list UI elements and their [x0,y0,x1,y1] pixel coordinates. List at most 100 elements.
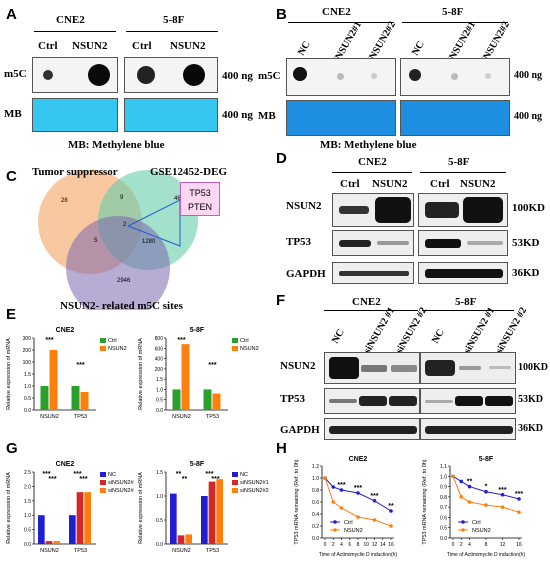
amount-label: 400 ng [222,109,253,121]
blot-dot [451,73,458,80]
group-label: CNE2 [322,6,351,18]
venn-set-label: Tumor suppressor [32,166,118,178]
bar-chart-g-cne2: CNE2 Relative expression of mRNA 0.0 0.5 1.0… [6,461,134,554]
legend-swatch [100,472,106,477]
y-tick-label: 0.5 [156,398,163,404]
row-label: TP53 [286,236,312,248]
bar [212,393,221,410]
size-label: 53KD [518,394,543,405]
amount-label: 400 ng [514,70,543,81]
x-tick-label: 0 [452,542,455,548]
lane-label: siNSUN2 #1 [362,305,398,356]
x-tick-label: 8 [485,542,488,548]
y-tick-label: 1.0 [24,384,31,390]
lane-label: Ctrl [340,178,360,190]
y-tick-label: 0.0 [312,536,319,542]
x-tick-label: 8 [357,542,360,548]
callout-box: TP53 PTEN [180,182,220,216]
data-point [459,479,464,484]
y-axis-label: Relative expression of mRNA [138,338,144,410]
data-point [500,505,505,509]
caption: MB: Methylene blue [320,139,417,151]
y-tick-label: 0.5 [24,528,31,534]
bar [185,534,192,544]
significance-mark: *** [45,337,53,344]
blot-dot [371,73,377,79]
mb-strip [286,100,396,136]
lane-label: Ctrl [132,40,152,52]
data-point [372,499,377,503]
venn-count: 2946 [117,278,131,284]
y-tick-label: 600 [155,346,164,352]
bar [40,386,49,410]
chart-title: 5-8F [479,456,494,463]
chart-title: 5-8F [190,461,205,468]
venn-set-m5c [66,216,170,310]
panel-label-a: A [6,6,17,23]
y-tick-label: 0.7 [440,505,447,511]
lane-label: NSUN2 [170,40,206,52]
line-chart-h-58f: 5-8F TP53 mRNA remaining (Ref. to 0h) Time… [422,456,525,558]
y-axis-label: TP53 mRNA remaining (Ref. to 0h) [422,459,428,544]
y-tick-label: 0.0 [440,536,447,542]
significance-mark: *** [42,471,50,478]
size-label: 53KD [512,237,540,249]
x-tick-label: 6 [348,542,351,548]
group-label: 5-8F [455,296,477,308]
significance-mark: *** [337,482,345,489]
y-tick-label: 2.0 [24,484,31,490]
data-point [331,485,336,489]
bar [203,389,212,410]
panel-label-e: E [6,306,17,323]
blot-strip [324,352,420,384]
panel-label-g: G [6,440,18,457]
significance-mark: *** [76,362,84,369]
row-label: TP53 [280,393,306,405]
data-point [389,509,393,513]
significance-mark: *** [79,476,87,483]
row-label: MB [4,108,22,120]
bar [71,386,80,410]
blot-strip [420,418,516,440]
data-point [372,518,377,522]
data-point [356,491,360,495]
size-label: 100KD [512,202,545,214]
blot-strip [324,418,420,440]
bar [80,392,89,410]
row-label: NSUN2 [286,200,322,212]
significance-mark: *** [205,471,213,478]
venn-set-label: GSE12452-DEG [150,166,228,178]
blot-strip [324,388,420,414]
y-tick-label: 1.5 [156,470,163,476]
x-tick-label: NSUN2 [172,414,191,420]
blot-dot [293,67,307,81]
data-point [356,515,360,519]
data-point [323,476,327,480]
significance-mark: *** [498,487,506,494]
significance-mark: ** [176,471,182,478]
blot-strip [418,193,508,227]
x-tick-label: 10 [363,542,369,548]
y-tick-label: 2.5 [24,470,31,476]
legend-swatch [232,346,238,351]
bar [84,492,91,544]
y-tick-label: 1.0 [156,494,163,500]
legend-swatch [232,338,238,343]
y-tick-label: 1.0 [440,474,447,480]
y-tick-label: 0.6 [312,500,319,506]
mb-strip [32,98,118,132]
significance-mark: ** [182,476,188,483]
bar [76,492,84,544]
dot-blot-strip [400,58,510,96]
legend-label: NSUN2 [108,346,127,352]
series-line [324,477,392,512]
y-tick-label: 0.6 [440,515,447,521]
legend-swatch [232,488,238,493]
legend-swatch [100,480,106,485]
y-tick-label: 0.8 [312,488,319,494]
panel-label-h: H [276,440,287,457]
blot-dot [409,69,421,81]
x-tick-label: 16 [516,542,522,548]
data-point [517,510,521,515]
x-tick-label: 4 [340,542,343,548]
